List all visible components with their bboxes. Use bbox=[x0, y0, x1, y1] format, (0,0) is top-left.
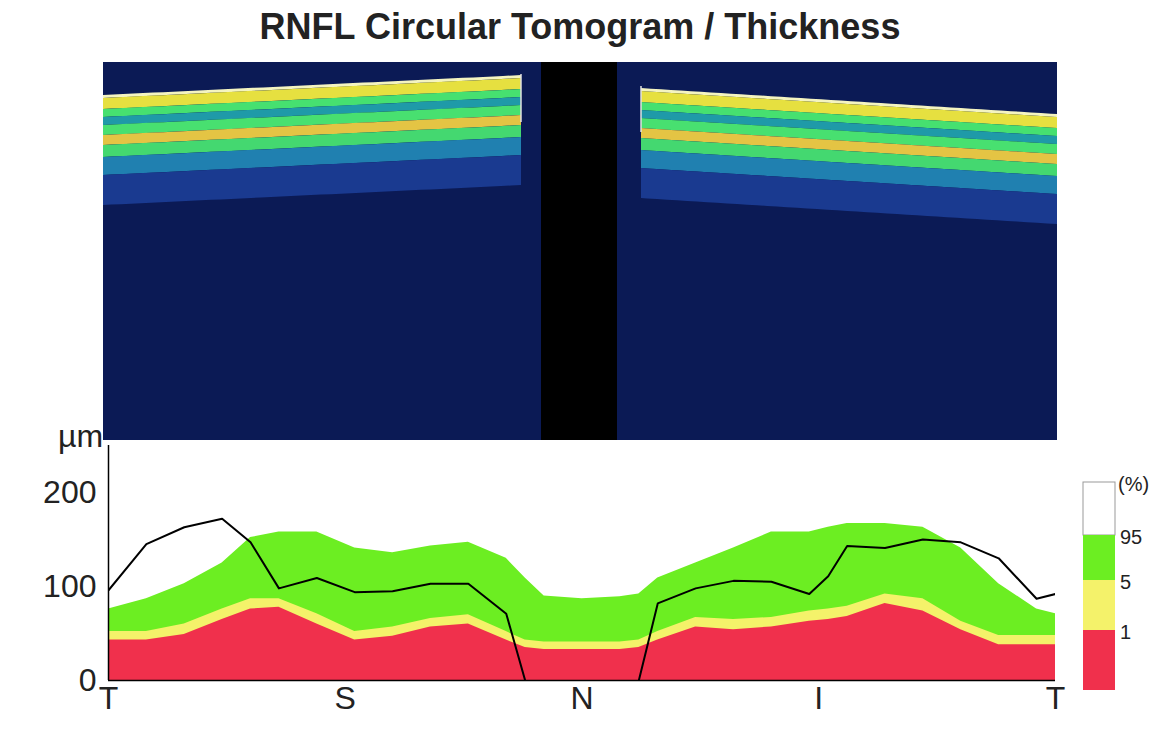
svg-text:T: T bbox=[99, 680, 119, 716]
svg-text:5: 5 bbox=[1120, 571, 1131, 593]
svg-text:I: I bbox=[814, 680, 823, 716]
svg-text:200: 200 bbox=[43, 474, 96, 510]
svg-text:0: 0 bbox=[79, 662, 97, 698]
svg-text:1: 1 bbox=[1120, 621, 1131, 643]
svg-text:(%): (%) bbox=[1118, 473, 1149, 495]
svg-text:T: T bbox=[1046, 680, 1066, 716]
svg-text:100: 100 bbox=[43, 568, 96, 604]
svg-text:S: S bbox=[335, 680, 356, 716]
svg-text:95: 95 bbox=[1120, 526, 1142, 548]
html-text:RNFL Circular Tomogram / Thick: RNFL Circular Tomogram / Thickness bbox=[259, 6, 901, 47]
svg-text:N: N bbox=[570, 680, 593, 716]
html-text:µm: µm bbox=[58, 418, 104, 454]
